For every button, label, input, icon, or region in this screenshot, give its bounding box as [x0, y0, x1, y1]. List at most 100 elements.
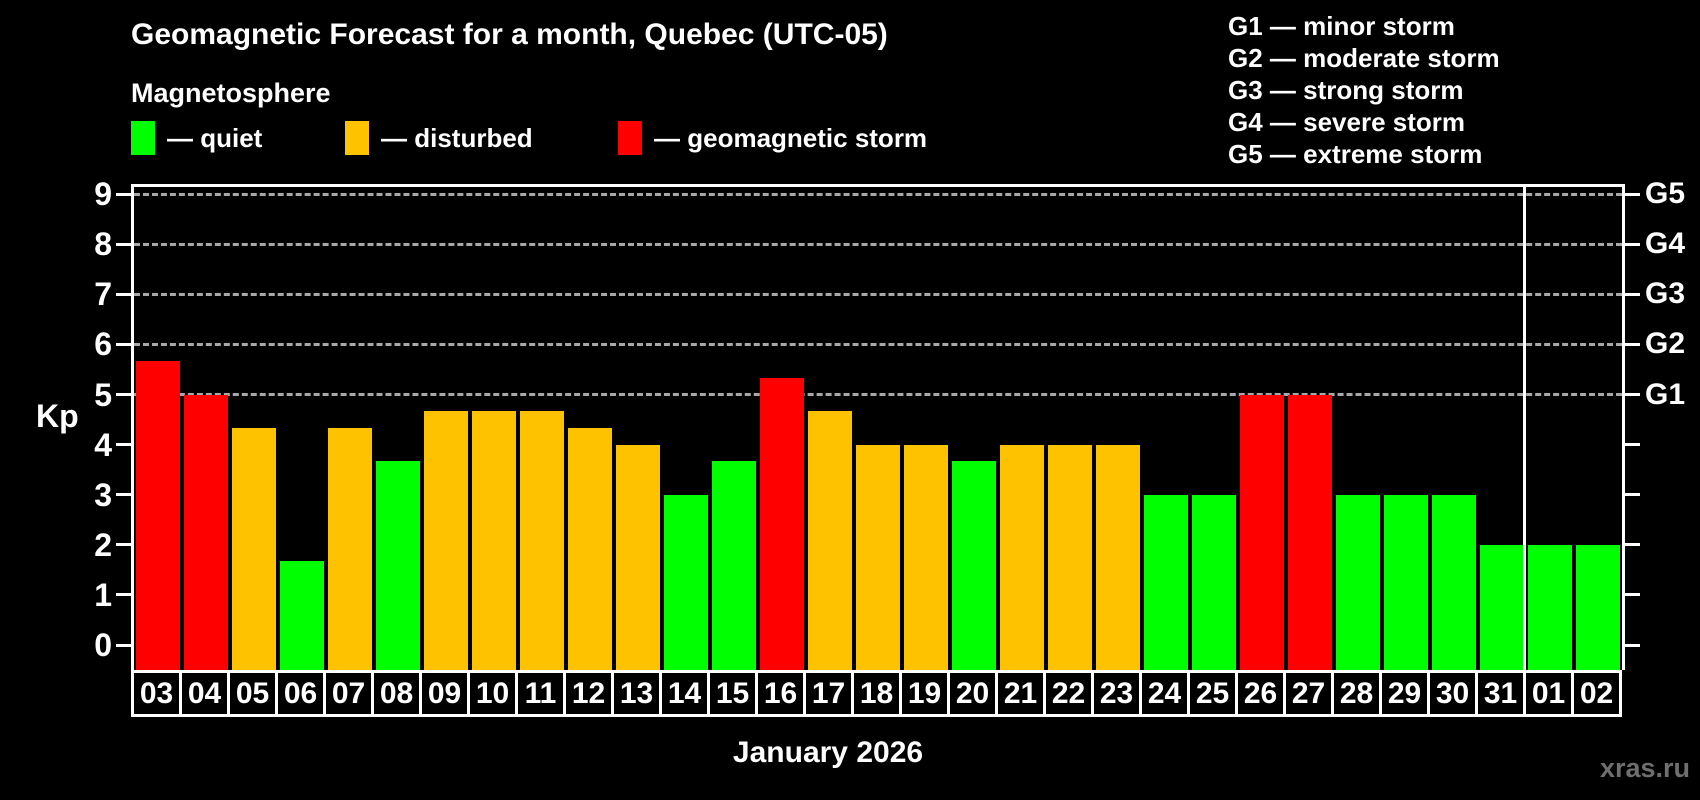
right-axis-label-g4: G4 — [1645, 227, 1686, 261]
bar-day-03 — [136, 360, 180, 670]
gridline-kp-6 — [134, 342, 1622, 346]
bar-day-21 — [1000, 444, 1044, 670]
y-tick-label-7: 7 — [94, 276, 112, 313]
g-legend-line-2: G2 — moderate storm — [1228, 43, 1500, 73]
date-cell-02: 02 — [1571, 670, 1622, 717]
bar-day-26 — [1240, 394, 1284, 670]
bar-day-24 — [1144, 494, 1188, 670]
date-cell-27: 27 — [1283, 670, 1334, 717]
right-tick-kp-9 — [1625, 192, 1640, 196]
y-tick-label-9: 9 — [94, 176, 112, 213]
bar-day-22 — [1048, 444, 1092, 670]
disturbed-color-swatch — [345, 121, 369, 155]
left-tick-kp-2 — [116, 543, 131, 547]
bar-day-18 — [856, 444, 900, 670]
date-cell-07: 07 — [323, 670, 374, 717]
y-tick-label-4: 4 — [94, 426, 112, 463]
right-tick-kp-3 — [1625, 493, 1640, 497]
bar-day-12 — [568, 428, 612, 670]
y-tick-label-2: 2 — [94, 526, 112, 563]
bar-day-25 — [1192, 494, 1236, 670]
quiet-color-swatch — [131, 121, 155, 155]
right-tick-kp-7 — [1625, 292, 1640, 296]
g-legend-line-4: G4 — severe storm — [1228, 107, 1466, 137]
legend-item-label: — disturbed — [381, 122, 533, 153]
date-cell-10: 10 — [467, 670, 518, 717]
right-tick-kp-5 — [1625, 393, 1640, 396]
right-tick-kp-2 — [1625, 543, 1640, 547]
left-tick-kp-1 — [116, 593, 131, 597]
date-cell-04: 04 — [179, 670, 230, 717]
date-cell-24: 24 — [1139, 670, 1190, 717]
gridline-kp-8 — [134, 242, 1622, 246]
watermark: xras.ru — [1599, 753, 1690, 783]
bar-day-28 — [1336, 494, 1380, 670]
date-cell-08: 08 — [371, 670, 422, 717]
date-cell-16: 16 — [755, 670, 806, 717]
right-tick-kp-1 — [1625, 593, 1640, 597]
right-tick-kp-8 — [1625, 242, 1640, 246]
bar-day-14 — [664, 494, 708, 670]
bar-day-13 — [616, 444, 660, 670]
date-cell-21: 21 — [995, 670, 1046, 717]
right-axis-label-g2: G2 — [1645, 327, 1686, 361]
gridline-kp-7 — [134, 292, 1622, 296]
date-cell-13: 13 — [611, 670, 662, 717]
bar-day-11 — [520, 411, 564, 670]
date-cell-28: 28 — [1331, 670, 1382, 717]
bar-day-17 — [808, 411, 852, 670]
legend-item-storm: — geomagnetic storm — [618, 121, 927, 155]
date-cell-20: 20 — [947, 670, 998, 717]
g-scale-legend: G1 — minor storm G2 — moderate storm G3 — … — [1228, 10, 1500, 170]
bar-day-19 — [904, 444, 948, 670]
y-tick-label-8: 8 — [94, 226, 112, 263]
left-tick-kp-4 — [116, 443, 131, 447]
bar-day-31 — [1480, 544, 1524, 670]
bar-day-08 — [376, 461, 420, 670]
date-cell-09: 09 — [419, 670, 470, 717]
bar-day-01 — [1528, 544, 1572, 670]
right-axis-label-g5: G5 — [1645, 177, 1686, 211]
right-axis-label-g3: G3 — [1645, 277, 1686, 311]
date-cell-26: 26 — [1235, 670, 1286, 717]
g-legend-line-5: G5 — extreme storm — [1228, 139, 1483, 169]
date-cell-25: 25 — [1187, 670, 1238, 717]
right-tick-kp-4 — [1625, 443, 1640, 447]
date-cell-31: 31 — [1475, 670, 1526, 717]
y-tick-label-5: 5 — [94, 376, 112, 413]
date-cell-19: 19 — [899, 670, 950, 717]
left-tick-kp-8 — [116, 242, 131, 246]
bar-day-16 — [760, 377, 804, 670]
bar-day-29 — [1384, 494, 1428, 670]
x-axis-date-row: 03 04 05 06 07 08 09 10 11 12 13 14 15 16 17 18 19 20 21 22… — [131, 670, 1625, 717]
bar-day-30 — [1432, 494, 1476, 670]
bar-day-09 — [424, 411, 468, 670]
date-cell-06: 06 — [275, 670, 326, 717]
gridline-kp-5 — [134, 393, 1622, 396]
date-cell-29: 29 — [1379, 670, 1430, 717]
y-axis-title: Kp — [36, 398, 79, 434]
gridline-kp-9 — [134, 192, 1622, 196]
legend-item-label: — quiet — [167, 122, 263, 153]
bar-day-27 — [1288, 394, 1332, 670]
legend-item-disturbed: — disturbed — [345, 121, 533, 155]
left-tick-kp-7 — [116, 292, 131, 296]
date-cell-12: 12 — [563, 670, 614, 717]
left-tick-kp-3 — [116, 493, 131, 497]
bar-day-23 — [1096, 444, 1140, 670]
y-tick-label-6: 6 — [94, 326, 112, 363]
bar-day-07 — [328, 428, 372, 670]
bar-day-05 — [232, 428, 276, 670]
bar-day-04 — [184, 394, 228, 670]
y-tick-label-0: 0 — [94, 627, 112, 663]
left-tick-kp-5 — [116, 393, 131, 396]
y-tick-label-3: 3 — [94, 476, 112, 513]
x-axis-month-label: January 2026 — [732, 736, 924, 769]
date-cell-22: 22 — [1043, 670, 1094, 717]
left-tick-kp-0 — [116, 643, 131, 647]
bar-day-10 — [472, 411, 516, 670]
legend-item-quiet: — quiet — [131, 121, 262, 155]
right-axis-label-g1: G1 — [1645, 377, 1686, 411]
right-tick-kp-0 — [1625, 643, 1640, 647]
